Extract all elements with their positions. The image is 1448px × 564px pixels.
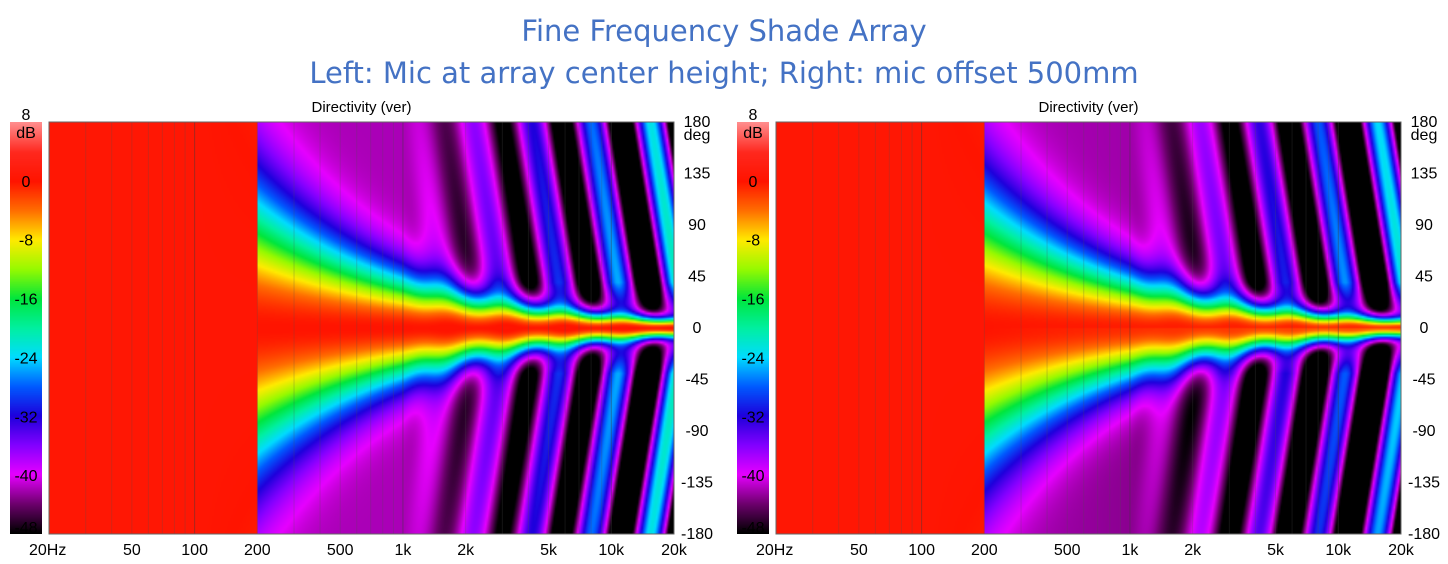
right-chart-y-tick-label: 135	[1411, 166, 1438, 183]
left-chart-x-tick-label: 10k	[598, 542, 625, 559]
directivity-chart-right: Directivity (ver) 20Hz 50 100 200 500 1k 2k 5k 10…	[727, 94, 1448, 564]
right-chart-colorbar	[737, 122, 769, 534]
right-chart-x-tick-label: 20Hz	[756, 542, 793, 559]
right-chart-x-tick-label: 200	[971, 542, 998, 559]
left-chart-svg: Directivity (ver) 20Hz 50 100 200 500 1k 2k 5k 10…	[10, 99, 713, 559]
left-chart-colorbar-tick-label: -48	[14, 520, 37, 537]
right-chart-x-tick-label: 50	[850, 542, 868, 559]
left-chart-x-tick-label: 1k	[394, 542, 412, 559]
left-chart-plot-frame	[48, 121, 675, 535]
left-chart-freq-grid	[85, 122, 612, 534]
left-chart-colorbar-tick-label: -24	[14, 350, 37, 367]
right-chart-colorbar-tick-label: -8	[746, 233, 760, 250]
right-chart-colorbar-unit: dB	[743, 125, 763, 142]
left-chart-x-tick-label: 500	[327, 542, 354, 559]
left-chart-x-tick-label: 50	[123, 542, 141, 559]
left-chart-colorbar-unit: dB	[16, 125, 36, 142]
right-chart-y-tick-label: 45	[1415, 269, 1433, 286]
left-chart-y-tick-label: 45	[688, 269, 706, 286]
left-chart-y-tick-label: 135	[684, 166, 711, 183]
left-chart-colorbar	[10, 122, 42, 534]
right-chart-colorbar-tick-label: -16	[741, 292, 764, 309]
left-chart-y-tick-label: -45	[685, 372, 708, 389]
left-chart-colorbar-tick-label: 0	[22, 174, 31, 191]
right-chart-title: Directivity (ver)	[1039, 99, 1139, 116]
left-chart-colorbar-tick-label: -32	[14, 409, 37, 426]
left-chart-x-tick-label: 100	[181, 542, 208, 559]
left-chart-y-tick-label: -90	[685, 423, 708, 440]
left-chart-y-tick-label: 0	[693, 320, 702, 337]
left-chart-x-tick-label: 5k	[540, 542, 558, 559]
right-chart-y-tick-label: 90	[1415, 217, 1433, 234]
right-chart-x-tick-label: 5k	[1267, 542, 1285, 559]
right-chart-colorbar-tick-label: -32	[741, 409, 764, 426]
left-chart-colorbar-tick-label: -40	[14, 468, 37, 485]
right-chart-y-tick-label: -135	[1408, 475, 1440, 492]
right-chart-colorbar-tick-label: -48	[741, 520, 764, 537]
left-chart-y-tick-label: -135	[681, 475, 713, 492]
right-chart-x-tick-label: 1k	[1121, 542, 1139, 559]
left-chart-x-tick-label: 20Hz	[29, 542, 66, 559]
right-chart-y-tick-label: -180	[1408, 526, 1440, 543]
left-chart-y-tick-label: -180	[681, 526, 713, 543]
left-chart-heatmap	[49, 122, 674, 534]
right-chart-colorbar-tick-label: 0	[749, 174, 758, 191]
right-chart-colorbar-tick-label: -40	[741, 468, 764, 485]
left-chart-y-tick-label: 180	[684, 114, 711, 131]
directivity-chart-left: Directivity (ver) 20Hz 50 100 200 500 1k 2k 5k 10…	[0, 94, 724, 564]
left-chart-y-tick-label: 90	[688, 217, 706, 234]
page-title: Fine Frequency Shade Array	[521, 14, 927, 48]
right-chart-plot-frame	[775, 121, 1402, 535]
left-chart-colorbar-tick-label: -16	[14, 292, 37, 309]
left-chart-x-tick-label: 2k	[457, 542, 475, 559]
right-chart-x-tick-label: 100	[908, 542, 935, 559]
left-chart-y-unit: deg	[684, 127, 711, 144]
left-chart-title: Directivity (ver)	[312, 99, 412, 116]
left-chart-x-tick-label: 200	[244, 542, 271, 559]
right-chart-y-tick-label: -90	[1412, 423, 1435, 440]
right-chart-colorbar-tick-label: -24	[741, 350, 764, 367]
right-chart-y-tick-label: 0	[1420, 320, 1429, 337]
page-subtitle: Left: Mic at array center height; Right:…	[309, 56, 1139, 90]
right-chart-colorbar-tick-label: 8	[749, 107, 758, 124]
left-chart-colorbar-tick-label: 8	[22, 107, 31, 124]
right-chart-freq-grid	[812, 122, 1339, 534]
right-chart-y-tick-label: 180	[1411, 114, 1438, 131]
left-chart-colorbar-tick-label: -8	[19, 233, 33, 250]
right-chart-y-tick-label: -45	[1412, 372, 1435, 389]
right-chart-x-tick-label: 20k	[1388, 542, 1415, 559]
right-chart-y-unit: deg	[1411, 127, 1438, 144]
left-chart-x-tick-label: 20k	[661, 542, 688, 559]
right-chart-heatmap	[776, 122, 1401, 534]
right-chart-x-tick-label: 10k	[1325, 542, 1352, 559]
right-chart-x-tick-label: 2k	[1184, 542, 1202, 559]
right-chart-x-tick-label: 500	[1054, 542, 1081, 559]
right-chart-svg: Directivity (ver) 20Hz 50 100 200 500 1k 2k 5k 10…	[737, 99, 1440, 559]
